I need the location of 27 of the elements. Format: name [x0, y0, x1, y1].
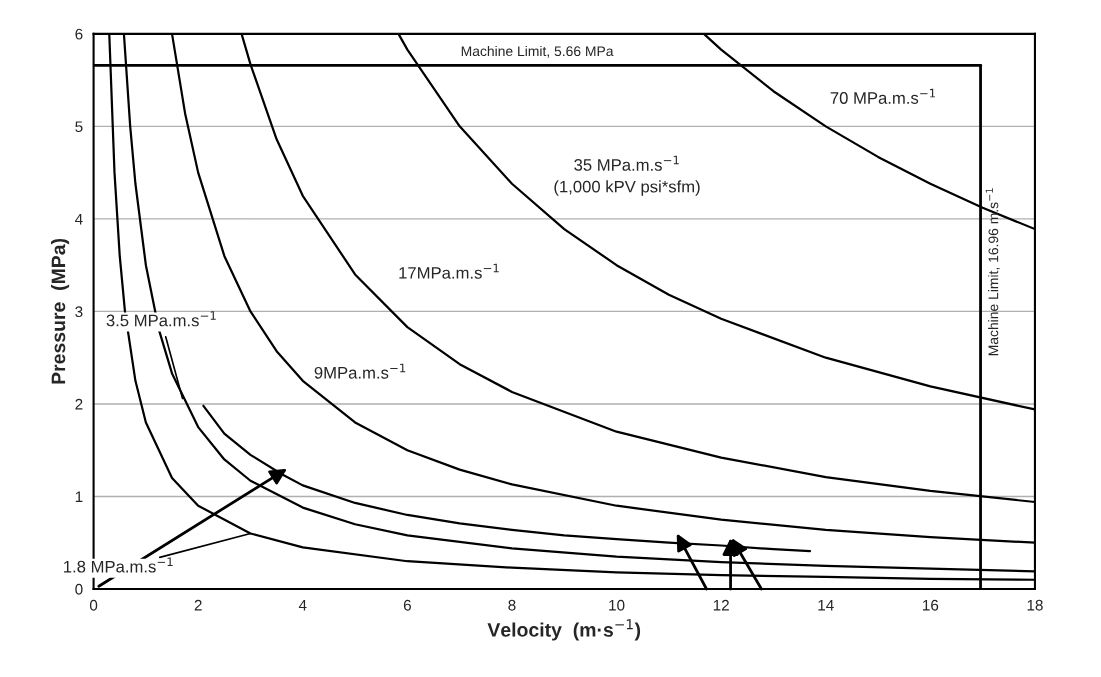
ref-line-label: Machine Limit, 5.66 MPa [461, 45, 614, 58]
y-tick-label: 3 [75, 306, 83, 318]
annotation: 70 MPa.m.s$^{−1}$ [830, 88, 936, 104]
x-axis-title: Velocity (m·s$^{−1}$) [487, 619, 641, 641]
x-tick-label: 2 [194, 599, 202, 611]
annotation: 9MPa.m.s$^{−1}$ [314, 363, 406, 379]
ref-line-label: Machine Limit, 16.96 m.s$^{−1}$ [985, 188, 1000, 356]
x-tick-label: 14 [818, 599, 834, 611]
x-tick-label: 0 [89, 599, 98, 611]
x-tick-label: 10 [609, 599, 625, 611]
x-tick-label: 6 [403, 599, 411, 611]
annotation: 1.8 MPa.m.s$^{−1}$ [64, 557, 173, 573]
x-tick-label: 16 [923, 599, 939, 611]
x-tick-label: 12 [713, 599, 729, 611]
y-tick-label: 6 [75, 28, 83, 40]
y-axis-title: Pressure (MPa) [50, 238, 70, 384]
text: 35 MPa.m.s$^{−1}$ (1,000 kPV psi*sfm) [554, 155, 700, 196]
y-tick-label: 2 [75, 398, 83, 410]
x-tick-label: 4 [298, 599, 307, 611]
x-tick-label: 8 [508, 599, 516, 611]
y-tick-label: 4 [75, 213, 83, 225]
y-tick-label: 1 [75, 491, 83, 502]
y-tick-label: 0 [75, 583, 83, 595]
annotation: 17MPa.m.s$^{−1}$ [399, 263, 499, 279]
x-tick-label: 18 [1027, 599, 1043, 611]
y-tick-label: 5 [75, 121, 83, 133]
annotation: 3.5 MPa.m.s$^{−1}$ [106, 311, 216, 327]
